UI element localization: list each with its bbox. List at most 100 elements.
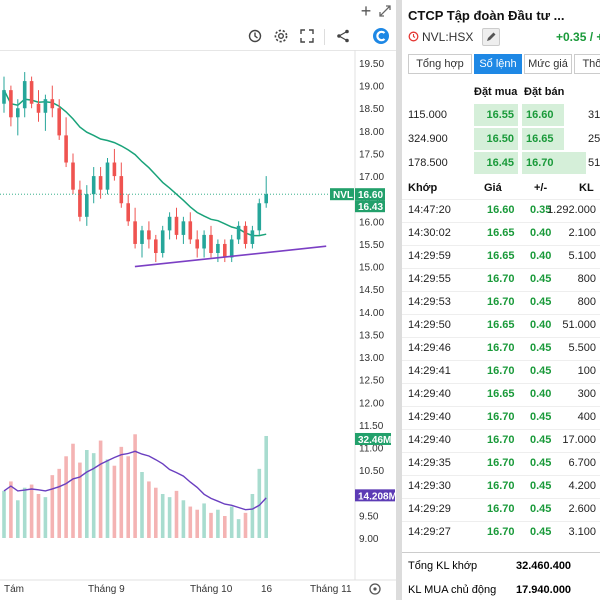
trade-row[interactable]: 14:29:40 16.65 0.40 300 [402,383,600,407]
bid-price: 16.50 [474,128,518,150]
trade-row[interactable]: 14:29:53 16.70 0.45 800 [402,291,600,315]
volume-bar [147,481,151,538]
tab-order-book[interactable]: Sổ lệnh [474,54,522,74]
candle-body [167,216,172,231]
edit-button[interactable] [482,28,500,46]
candle-body [147,230,151,240]
trade-price: 16.65 [487,250,515,262]
axis-settings-icon[interactable] [369,583,381,595]
trade-time: 14:29:40 [408,411,451,423]
volume-bar [57,468,61,538]
volume-bar [167,497,172,538]
trade-row[interactable]: 14:29:29 16.70 0.45 2.600 [402,498,600,522]
tab-summary[interactable]: Tổng hợp [408,54,472,74]
volume-bar [98,440,103,538]
trade-price: 16.60 [487,204,515,216]
panel-tabs: Tổng hợp Sổ lệnh Mức giá Thốn [408,54,600,74]
trade-row[interactable]: 14:47:20 16.60 0.35 1.292.000 [402,199,600,223]
ticker-row: NVL:HSX +0.35 / +2 [408,28,600,48]
trade-price: 16.65 [487,388,515,400]
trade-volume: 1.292.000 [547,204,596,216]
trade-change: 0.45 [530,434,552,446]
time-axis-label: 16 [261,584,273,595]
candle-body [250,230,255,244]
trade-row[interactable]: 14:29:55 16.70 0.45 800 [402,268,600,292]
trade-row[interactable]: 14:29:40 16.70 0.45 400 [402,406,600,430]
bid-volume: 178.500 [408,157,448,169]
price-chart[interactable]: 19.5019.0018.5018.0017.5017.0016.5016.00… [0,50,396,600]
summary-value: 32.460.400 [516,560,572,572]
price-tick-label: 17.50 [359,149,384,160]
brand-logo-icon[interactable] [370,24,392,48]
trade-row[interactable]: 14:30:02 16.65 0.40 2.100 [402,222,600,246]
candle-body [9,90,13,118]
trade-change: 0.40 [530,227,552,239]
candle-body [43,99,48,113]
chart-toolbar [0,24,396,51]
trade-change: 0.45 [530,365,552,377]
candle-body [85,194,89,217]
trade-time: 14:29:46 [408,342,451,354]
market-status-icon [408,31,419,42]
trade-time: 14:29:35 [408,457,451,469]
trade-row[interactable]: 14:29:40 16.70 0.45 17.000 [402,429,600,453]
ask-price: 16.70 [522,152,586,174]
volume-bar [36,494,41,538]
axis-settings-icon-center [373,587,377,591]
trade-row[interactable]: 14:29:41 16.70 0.45 100 [402,360,600,384]
fullscreen-icon[interactable] [296,24,318,48]
price-tick-label: 13.50 [359,330,384,341]
candle-body [22,81,27,109]
volume-bar [29,484,34,538]
ticker-label: NVL:HSX [408,30,473,44]
trade-price: 16.70 [487,480,515,492]
trade-row[interactable]: 14:29:59 16.65 0.40 5.100 [402,245,600,269]
trade-volume: 2.600 [568,503,596,515]
trade-row[interactable]: 14:29:46 16.70 0.45 5.500 [402,337,600,361]
panel-splitter[interactable] [396,0,402,600]
trade-time: 14:29:30 [408,480,451,492]
trade-row[interactable]: 14:29:35 16.70 0.45 6.700 [402,452,600,476]
chart-pane[interactable]: + 19.5019.0018.5018.0017.5017.0016.5016.… [0,0,396,600]
trade-time: 14:29:59 [408,250,451,262]
trade-price: 16.70 [487,342,515,354]
settings-gear-icon[interactable] [270,24,292,48]
trade-price: 16.70 [487,411,515,423]
trade-volume: 100 [577,365,596,377]
candle-body [57,108,61,136]
expand-icon[interactable] [378,4,392,18]
trade-row[interactable]: 14:29:30 16.70 0.45 4.200 [402,475,600,499]
candle-body [126,203,130,222]
trade-time: 14:29:50 [408,319,451,331]
price-tick-label: 10.50 [359,466,384,477]
trade-time: 14:30:02 [408,227,451,239]
trade-volume: 51.000 [562,319,596,331]
ma-price-badge: 16.43 [358,202,383,213]
candle-body [2,90,6,104]
summary-value: 17.940.000 [516,584,572,596]
volume-bar [16,500,20,538]
price-tick-label: 17.00 [359,172,384,183]
candle-body [160,230,165,253]
time-axis-label: Tháng 10 [190,584,233,595]
trade-time: 14:29:27 [408,526,451,538]
share-icon[interactable] [332,24,354,48]
tab-statistics[interactable]: Thốn [574,54,600,74]
volume-bar [250,494,255,538]
volume-bar [105,459,110,538]
trade-row[interactable]: 14:29:50 16.65 0.40 51.000 [402,314,600,338]
trade-row[interactable]: 14:29:27 16.70 0.45 3.100 [402,521,600,545]
replay-icon[interactable] [244,24,266,48]
volume-ma-badge: 14.208M [358,491,396,502]
trade-change: 0.35 [530,204,552,216]
add-icon[interactable]: + [360,1,372,21]
stock-detail-panel: CTCP Tập đoàn Đầu tư ... NVL:HSX +0.35 /… [402,0,600,600]
trade-change: 0.45 [530,411,552,423]
volume-bar [160,494,165,538]
tab-price-levels[interactable]: Mức giá [524,54,572,74]
candle-body [119,176,124,204]
price-tick-label: 11.50 [359,421,384,432]
trade-price: 16.70 [487,526,515,538]
price-tick-label: 9.50 [359,511,379,522]
time-axis-label: Tám [4,584,24,595]
